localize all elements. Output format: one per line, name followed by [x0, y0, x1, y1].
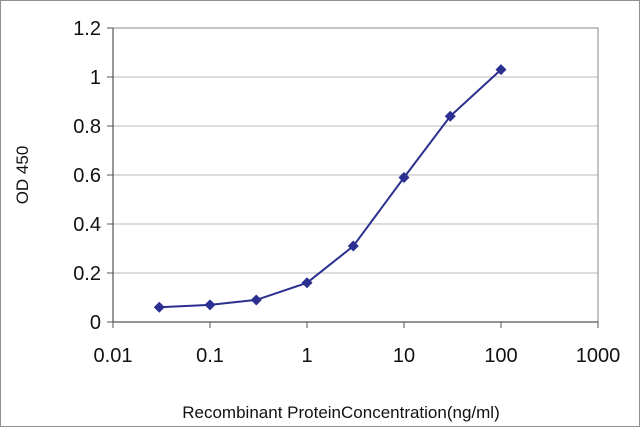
gridlines — [113, 76, 598, 274]
y-tick-labels: 0 0.2 0.4 0.6 0.8 1 1.2 — [73, 18, 101, 334]
y-tick-label: 1 — [90, 67, 101, 89]
y-tick-label: 0.2 — [73, 263, 101, 285]
x-tick-label: 0.1 — [196, 345, 224, 367]
y-tick-label: 1.2 — [73, 18, 101, 40]
data-point-marker — [347, 240, 359, 252]
x-tick-label: 1 — [301, 345, 312, 367]
data-point-marker — [398, 171, 410, 183]
y-tick-label: 0 — [90, 312, 101, 334]
y-tick-label: 0.8 — [73, 116, 101, 138]
x-axis-title: Recombinant ProteinConcentration(ng/ml) — [182, 403, 500, 422]
data-point-marker — [444, 110, 456, 122]
y-axis-title: OD 450 — [13, 146, 32, 205]
series-layer — [153, 64, 507, 313]
series-line — [159, 68, 502, 309]
data-point-marker — [250, 294, 262, 306]
x-tick-label: 100 — [484, 345, 517, 367]
x-tick-label: 10 — [393, 345, 415, 367]
axes — [107, 27, 599, 328]
data-point-marker — [204, 299, 216, 311]
y-tick-label: 0.4 — [73, 214, 101, 236]
data-point-marker — [301, 277, 313, 289]
y-tick-label: 0.6 — [73, 165, 101, 187]
x-tick-label: 1000 — [576, 345, 621, 367]
x-tick-label: 0.01 — [94, 345, 133, 367]
data-point-marker — [153, 301, 165, 313]
x-tick-labels: 0.01 0.1 1 10 100 1000 — [94, 345, 621, 367]
data-point-marker — [495, 64, 507, 76]
